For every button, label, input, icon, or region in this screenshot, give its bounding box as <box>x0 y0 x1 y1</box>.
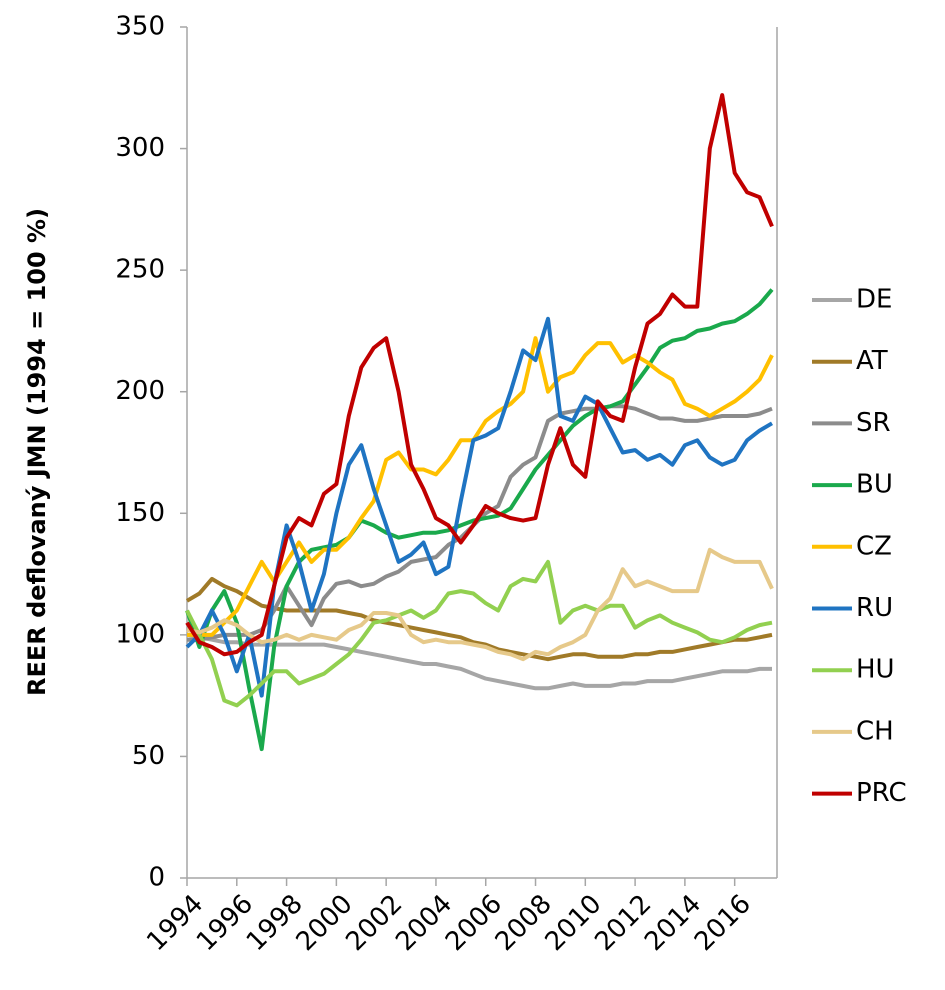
legend-label: RU <box>856 593 893 623</box>
legend-label: SR <box>856 408 891 438</box>
x-tick-label: 2006 <box>440 889 508 957</box>
series-line <box>185 93 774 657</box>
legend-label: CH <box>856 716 894 746</box>
series-line <box>185 316 774 698</box>
x-tick-label: 2014 <box>639 889 707 957</box>
series-line <box>187 336 774 637</box>
legend-label: HU <box>856 655 895 685</box>
x-tick-label: 1994 <box>141 889 209 957</box>
y-tick-label: 0 <box>148 863 165 893</box>
y-tick-label: 200 <box>115 376 165 406</box>
y-tick-label: 150 <box>115 498 165 528</box>
x-tick-label: 2016 <box>689 889 757 957</box>
x-tick-label: 2012 <box>589 889 657 957</box>
y-tick-label: 50 <box>132 741 165 771</box>
x-tick-label: 2000 <box>291 889 359 957</box>
x-tick-label: 1996 <box>191 889 259 957</box>
x-tick-label: 2002 <box>340 889 408 957</box>
x-tick-label: 2004 <box>390 889 458 957</box>
x-tick-label: 2008 <box>490 889 558 957</box>
legend-label: AT <box>856 346 888 376</box>
x-tick-label: 1998 <box>241 889 309 957</box>
y-tick-label: 100 <box>115 619 165 649</box>
x-tick-label: 2010 <box>540 889 608 957</box>
legend-label: PRC <box>856 778 907 808</box>
legend-label: BU <box>856 470 893 500</box>
series-line <box>187 404 773 642</box>
y-tick-label: 250 <box>115 255 165 285</box>
legend-label: CZ <box>856 531 892 561</box>
legend-label: DE <box>856 285 892 315</box>
y-axis-label: REER deflovaný JMN (1994 = 100 %) <box>23 208 51 696</box>
y-tick-label: 300 <box>115 133 165 163</box>
y-tick-label: 350 <box>115 12 165 42</box>
series-line <box>186 632 772 691</box>
series-line <box>186 547 774 662</box>
series-line <box>185 576 773 662</box>
series-line <box>185 559 773 708</box>
